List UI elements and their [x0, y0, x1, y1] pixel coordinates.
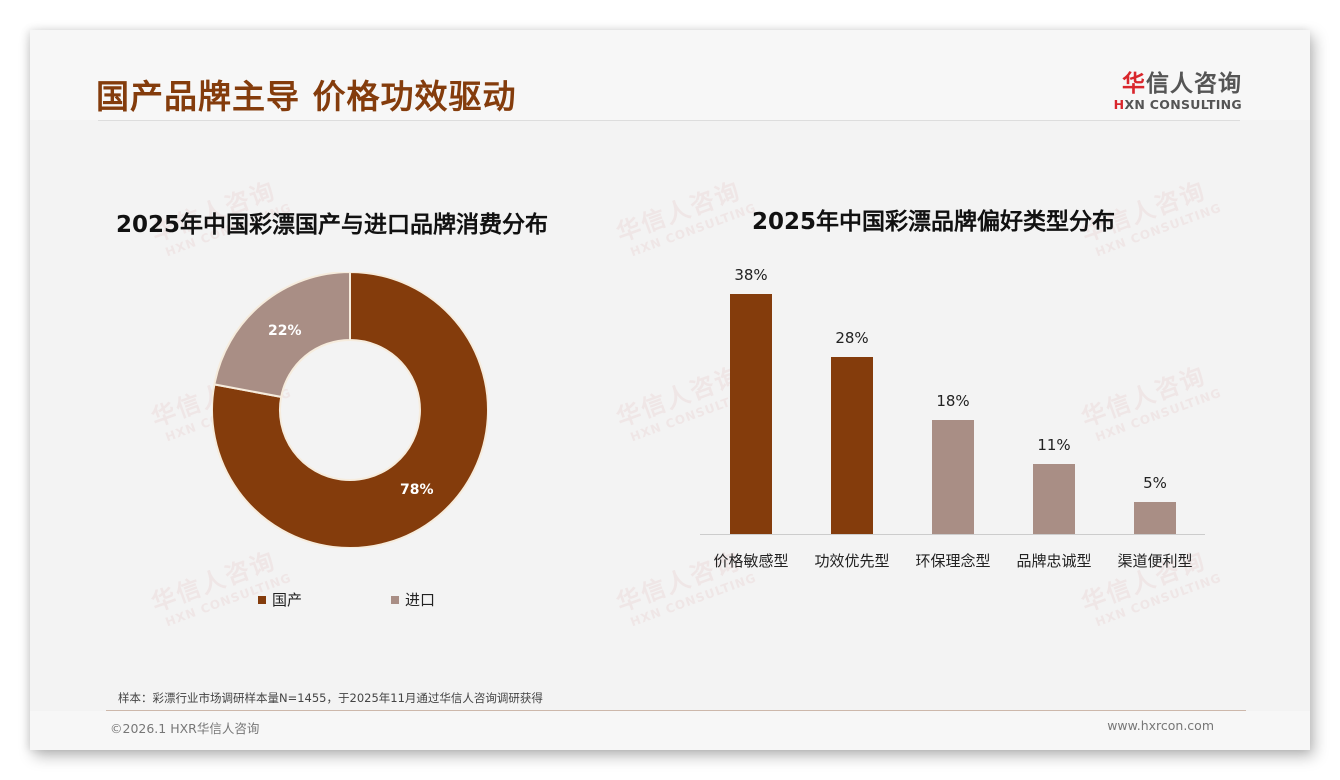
x-axis-line	[700, 534, 1205, 535]
footer-divider	[106, 710, 1246, 711]
header-divider	[98, 120, 1240, 121]
x-axis-tick-label: 环保理念型	[915, 552, 991, 570]
bar-chart-title: 2025年中国彩漂品牌偏好类型分布	[752, 209, 1116, 235]
legend-item-imported[interactable]: 进口	[391, 589, 435, 610]
bar-channel-convenience[interactable]	[1134, 502, 1176, 534]
x-axis-tick-label: 品牌忠诚型	[1016, 552, 1092, 570]
website-link[interactable]: www.hxrcon.com	[1107, 718, 1214, 733]
bar-value-label: 38%	[734, 266, 768, 284]
bar-value-label: 11%	[1037, 436, 1071, 454]
legend-item-domestic[interactable]: 国产	[258, 589, 302, 610]
bar-eco-minded[interactable]	[932, 420, 974, 534]
bar-value-label: 28%	[835, 329, 869, 347]
slide: 华信人咨询 HXN CONSULTING 华信人咨询 HXN CONSULTING …	[30, 30, 1310, 750]
donut-slice-imported[interactable]	[213, 272, 351, 399]
donut-chart-title: 2025年中国彩漂国产与进口品牌消费分布	[116, 212, 549, 238]
legend-swatch-icon	[258, 595, 266, 604]
legend-swatch-icon	[391, 595, 399, 604]
header-band	[30, 30, 1310, 120]
donut-slice-domestic[interactable]	[212, 272, 488, 548]
donut-chart	[212, 272, 488, 548]
bar-efficacy-first[interactable]	[831, 357, 873, 534]
logo-cn: 华信人咨询	[1122, 71, 1242, 97]
x-axis-tick-label: 渠道便利型	[1117, 552, 1193, 570]
donut-label-domestic: 78%	[400, 482, 434, 498]
donut-label-imported: 22%	[268, 323, 302, 339]
copyright-text: ©2026.1 HXR华信人咨询	[110, 721, 260, 736]
footer-band	[30, 711, 1310, 750]
x-axis-tick-label: 功效优先型	[814, 552, 890, 570]
bar-price-sensitive[interactable]	[730, 294, 772, 534]
legend-label: 进口	[405, 591, 436, 609]
x-axis-tick-label: 价格敏感型	[713, 552, 789, 570]
logo-en: HXN CONSULTING	[1113, 97, 1242, 112]
legend-label: 国产	[272, 591, 303, 609]
page-title: 国产品牌主导 价格功效驱动	[96, 77, 517, 116]
bar-brand-loyal[interactable]	[1033, 464, 1075, 534]
bar-value-label: 5%	[1143, 474, 1167, 492]
bar-value-label: 18%	[936, 392, 970, 410]
company-logo: 华信人咨询 HXN CONSULTING	[1112, 64, 1242, 112]
sample-note: 样本：彩漂行业市场调研样本量N=1455，于2025年11月通过华信人咨询调研获…	[118, 691, 543, 705]
